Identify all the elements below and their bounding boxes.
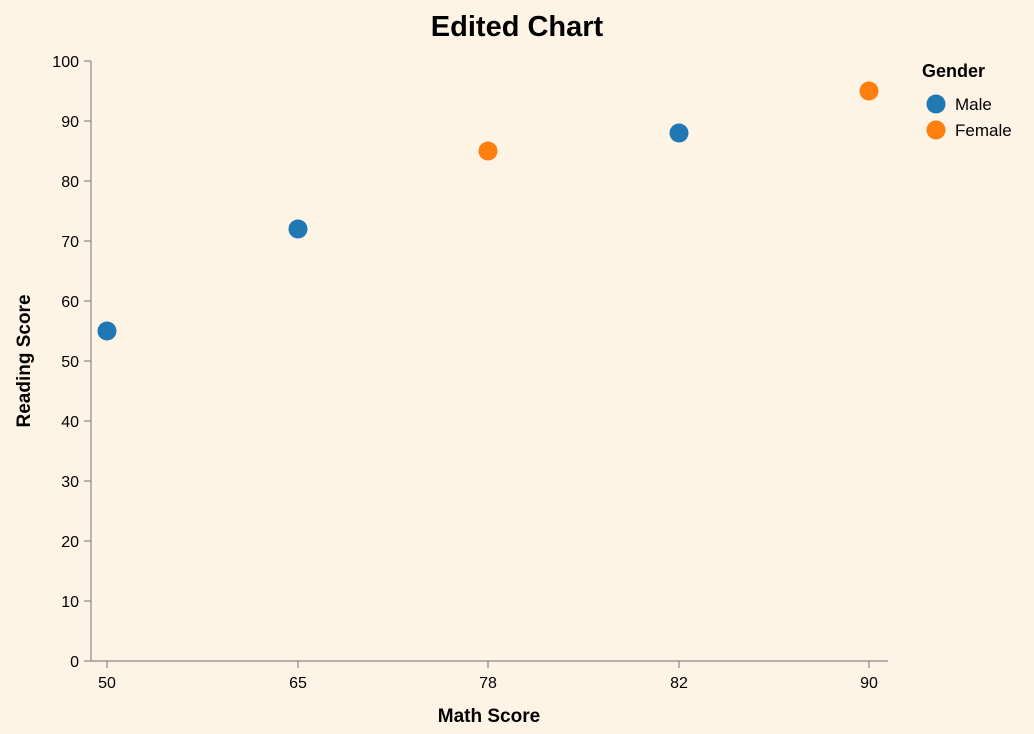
data-point-male[interactable] (669, 123, 689, 143)
y-tick-label: 40 (61, 414, 79, 431)
x-tick-label: 82 (670, 675, 688, 692)
x-tick-label: 90 (860, 675, 878, 692)
y-tick-label: 10 (61, 594, 79, 611)
y-tick-label: 0 (70, 654, 79, 671)
y-tick-label: 30 (61, 474, 79, 491)
x-axis-title: Math Score (438, 706, 540, 727)
data-points (97, 81, 879, 341)
y-tick-label: 50 (61, 354, 79, 371)
y-tick-label: 60 (61, 294, 79, 311)
y-tick-label: 20 (61, 534, 79, 551)
legend-title: Gender (922, 61, 985, 81)
y-axis: 0 10 20 30 40 50 60 70 80 90 100 (52, 54, 92, 671)
y-tick-label: 90 (61, 114, 79, 131)
y-axis-title: Reading Score (14, 294, 35, 427)
data-point-female[interactable] (478, 141, 498, 161)
data-point-female[interactable] (859, 81, 879, 101)
chart-title: Edited Chart (431, 11, 604, 43)
legend-label-male: Male (955, 95, 992, 114)
y-tick-label: 70 (61, 234, 79, 251)
y-tick-label: 100 (52, 54, 79, 71)
legend-symbol-female (926, 120, 946, 140)
x-tick-label: 50 (98, 675, 116, 692)
x-tick-label: 78 (479, 675, 497, 692)
y-tick-label: 80 (61, 174, 79, 191)
x-tick-label: 65 (289, 675, 307, 692)
legend: Gender Male Female (922, 61, 1012, 140)
data-point-male[interactable] (288, 219, 308, 239)
x-axis: 50 65 78 82 90 (91, 660, 888, 692)
data-point-male[interactable] (97, 321, 117, 341)
legend-symbol-male (926, 94, 946, 114)
legend-label-female: Female (955, 121, 1012, 140)
